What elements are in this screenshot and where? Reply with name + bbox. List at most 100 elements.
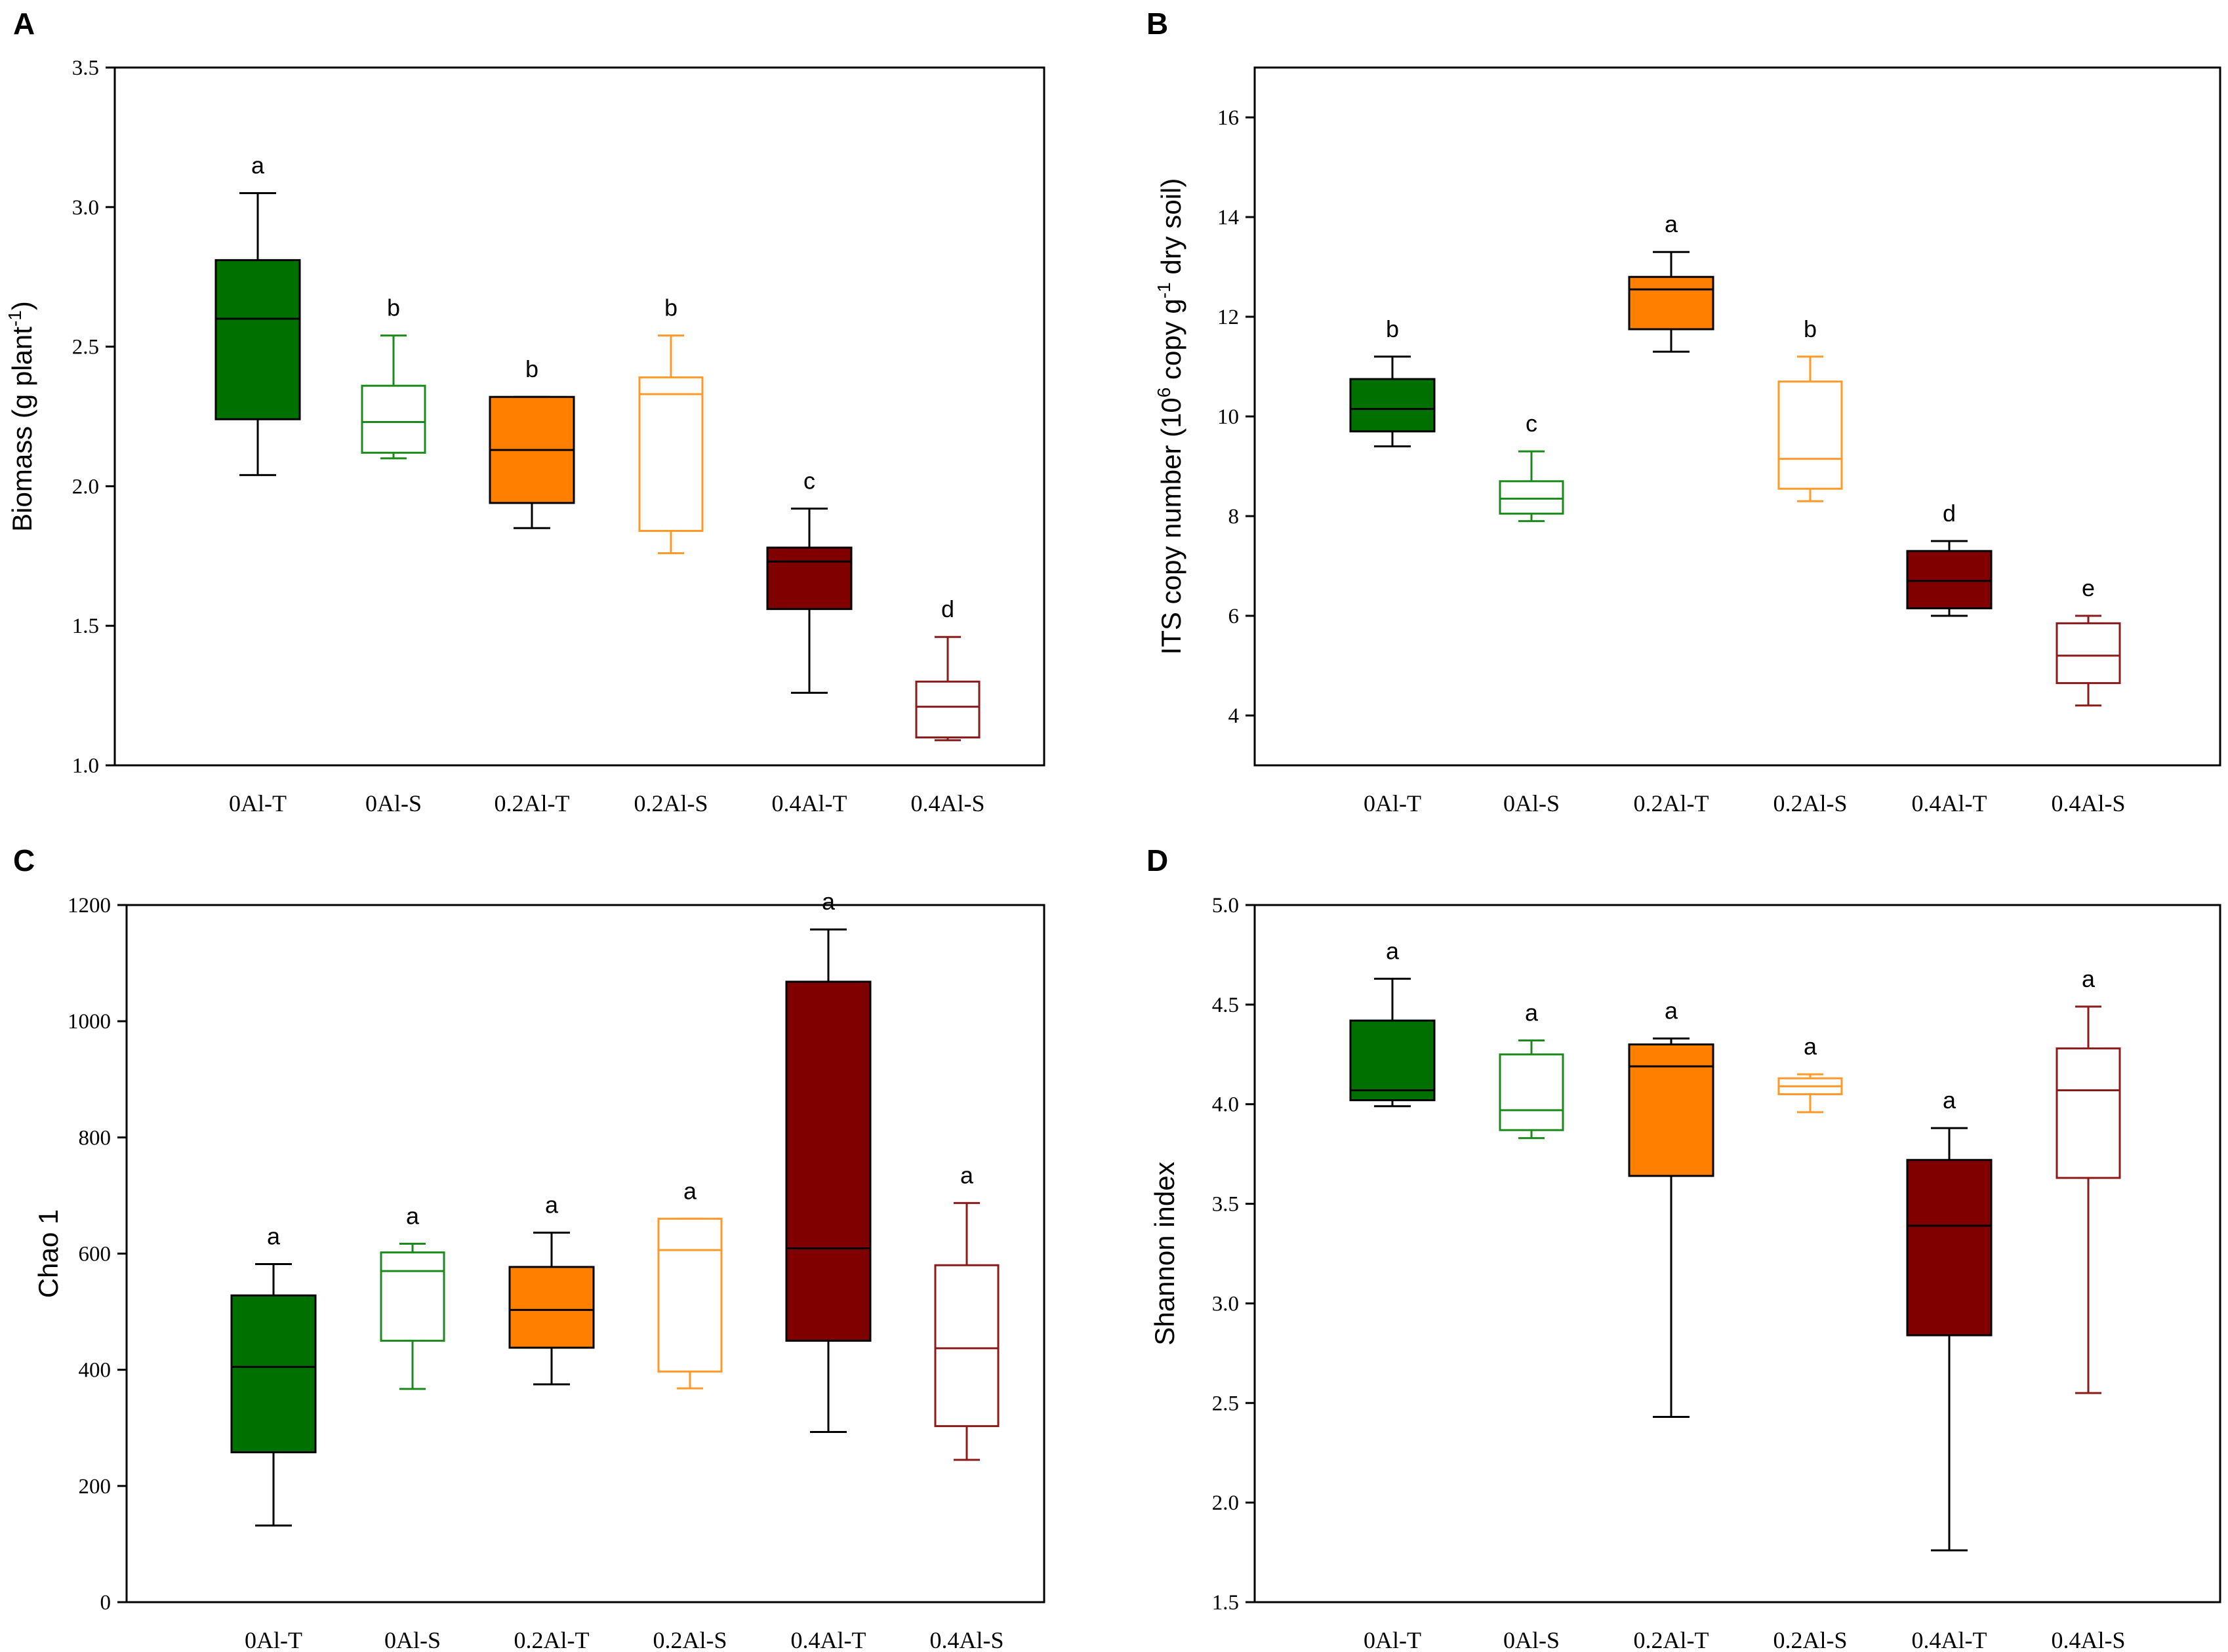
y-tick-label: 2.5 <box>72 336 99 359</box>
box-0al-t: a <box>1349 937 1436 1108</box>
iqr-box <box>915 680 981 738</box>
y-axis-title: ITS copy number (106 copy g-1 dry soil) <box>1154 178 1186 655</box>
y-tick-label: 3.5 <box>1212 1193 1239 1217</box>
iqr-box <box>1906 1159 1993 1337</box>
panel-d: D 1.5 2.0 2.5 3.0 3.5 4.0 4.5 5.0 Shannon index a 0… <box>1146 843 2221 1652</box>
iqr-box <box>638 376 704 532</box>
box-0p2al-t: a <box>1628 211 1714 353</box>
y-tick-label: 16 <box>1217 106 1239 130</box>
significance-letter: a <box>1943 1087 1956 1114</box>
x-tick-label: 0.4Al-S <box>2051 790 2125 816</box>
significance-letter: a <box>2082 965 2096 992</box>
plot-frame <box>1253 904 2221 1603</box>
box-0p4al-t: a <box>1906 1087 1993 1552</box>
x-tick-label: 0Al-T <box>229 790 287 816</box>
x-tick-label: 0.2Al-T <box>1634 1627 1709 1652</box>
significance-letter: b <box>1804 315 1817 342</box>
iqr-box <box>1628 1043 1714 1177</box>
box-0p2al-t: a <box>508 1192 595 1386</box>
y-tick-label: 400 <box>79 1359 111 1382</box>
x-tick-label: 0.4Al-T <box>791 1627 866 1652</box>
y-tick-label: 10 <box>1217 405 1239 429</box>
significance-letter: b <box>525 355 538 382</box>
significance-letter: b <box>387 294 400 321</box>
iqr-box <box>1349 378 1436 433</box>
y-tick-label: 6 <box>1228 605 1240 628</box>
x-tick-label: 0.2Al-S <box>653 1627 727 1652</box>
box-0p2al-t: b <box>489 355 575 529</box>
y-tick-label: 2.0 <box>72 475 99 498</box>
panel-b: B 4 6 8 10 12 14 16 ITS copy number (106 copy g-… <box>1146 7 2221 816</box>
x-tick-label: 0Al-S <box>384 1627 441 1652</box>
box-0p2al-s: b <box>638 294 704 555</box>
significance-letter: a <box>251 152 265 179</box>
y-tick-label: 8 <box>1228 505 1240 529</box>
x-tick-label: 0.2Al-S <box>1773 790 1847 816</box>
y-tick-label: 2.0 <box>1212 1491 1239 1515</box>
panel-a: A 1.0 1.5 2.0 2.5 3.0 3.5 Biomass (g plant-1) a 0… <box>5 7 1045 816</box>
y-tick-label: 0 <box>100 1591 111 1615</box>
iqr-box <box>1628 275 1714 331</box>
box-0p2al-t: a <box>1628 997 1714 1419</box>
x-tick-label: 0.4Al-T <box>1912 790 1987 816</box>
box-0al-s: b <box>361 294 426 460</box>
significance-letter: a <box>822 888 836 915</box>
iqr-box <box>1499 480 1564 515</box>
x-tick-label: 0Al-S <box>1503 790 1560 816</box>
box-0p2al-s: a <box>657 1177 723 1390</box>
significance-letter: d <box>941 595 954 622</box>
y-tick-label: 1.5 <box>72 614 99 638</box>
box-0p4al-t: c <box>766 467 853 694</box>
y-tick-label: 800 <box>79 1126 111 1150</box>
box-0al-s: a <box>380 1202 445 1390</box>
x-tick-label: 0.4Al-T <box>1912 1627 1987 1652</box>
y-tick-label: 2.5 <box>1212 1392 1239 1415</box>
iqr-box <box>934 1264 1000 1428</box>
significance-letter: a <box>1804 1033 1817 1060</box>
iqr-box <box>785 980 872 1342</box>
significance-letter: c <box>803 467 815 494</box>
x-tick-label: 0.4Al-S <box>910 790 984 816</box>
box-0p4al-s: d <box>915 595 981 742</box>
significance-letter: a <box>267 1222 281 1249</box>
iqr-box <box>2056 622 2121 685</box>
significance-letter: d <box>1943 500 1956 527</box>
x-tick-label: 0Al-S <box>365 790 422 816</box>
x-tick-label: 0Al-T <box>1364 1627 1421 1652</box>
significance-letter: a <box>1525 999 1539 1026</box>
panel-letter: C <box>13 843 35 877</box>
x-tick-label: 0.4Al-S <box>2051 1627 2125 1652</box>
box-0al-s: a <box>1499 999 1564 1139</box>
box-0p4al-s: e <box>2056 574 2121 707</box>
significance-letter: a <box>1665 997 1678 1024</box>
significance-letter: a <box>1665 211 1678 237</box>
significance-letter: b <box>664 294 678 321</box>
box-0al-t: b <box>1349 315 1436 448</box>
x-tick-label: 0Al-T <box>1364 790 1421 816</box>
y-tick-label: 14 <box>1217 206 1239 230</box>
significance-letter: a <box>960 1161 974 1188</box>
iqr-box <box>508 1266 595 1349</box>
significance-letter: c <box>1526 410 1537 437</box>
iqr-box <box>1349 1019 1436 1102</box>
y-tick-label: 600 <box>79 1243 111 1266</box>
box-0p2al-s: a <box>1777 1033 1843 1114</box>
significance-letter: b <box>1386 315 1399 342</box>
y-tick-label: 3.5 <box>72 56 99 80</box>
significance-letter: e <box>2082 574 2095 601</box>
significance-letter: a <box>406 1202 420 1229</box>
iqr-box <box>380 1251 445 1342</box>
y-tick-label: 4.0 <box>1212 1093 1239 1117</box>
y-tick-label: 1.0 <box>72 754 99 778</box>
significance-letter: a <box>1386 937 1400 964</box>
iqr-box <box>766 546 853 611</box>
x-tick-label: 0Al-T <box>245 1627 302 1652</box>
y-tick-label: 200 <box>79 1475 111 1499</box>
box-0p4al-t: d <box>1906 500 1993 617</box>
y-tick-label: 5.0 <box>1212 894 1239 917</box>
box-0al-t: a <box>214 152 301 476</box>
y-tick-label: 1200 <box>68 894 111 917</box>
panel-letter: D <box>1146 843 1168 877</box>
y-tick-label: 1.5 <box>1212 1591 1239 1615</box>
